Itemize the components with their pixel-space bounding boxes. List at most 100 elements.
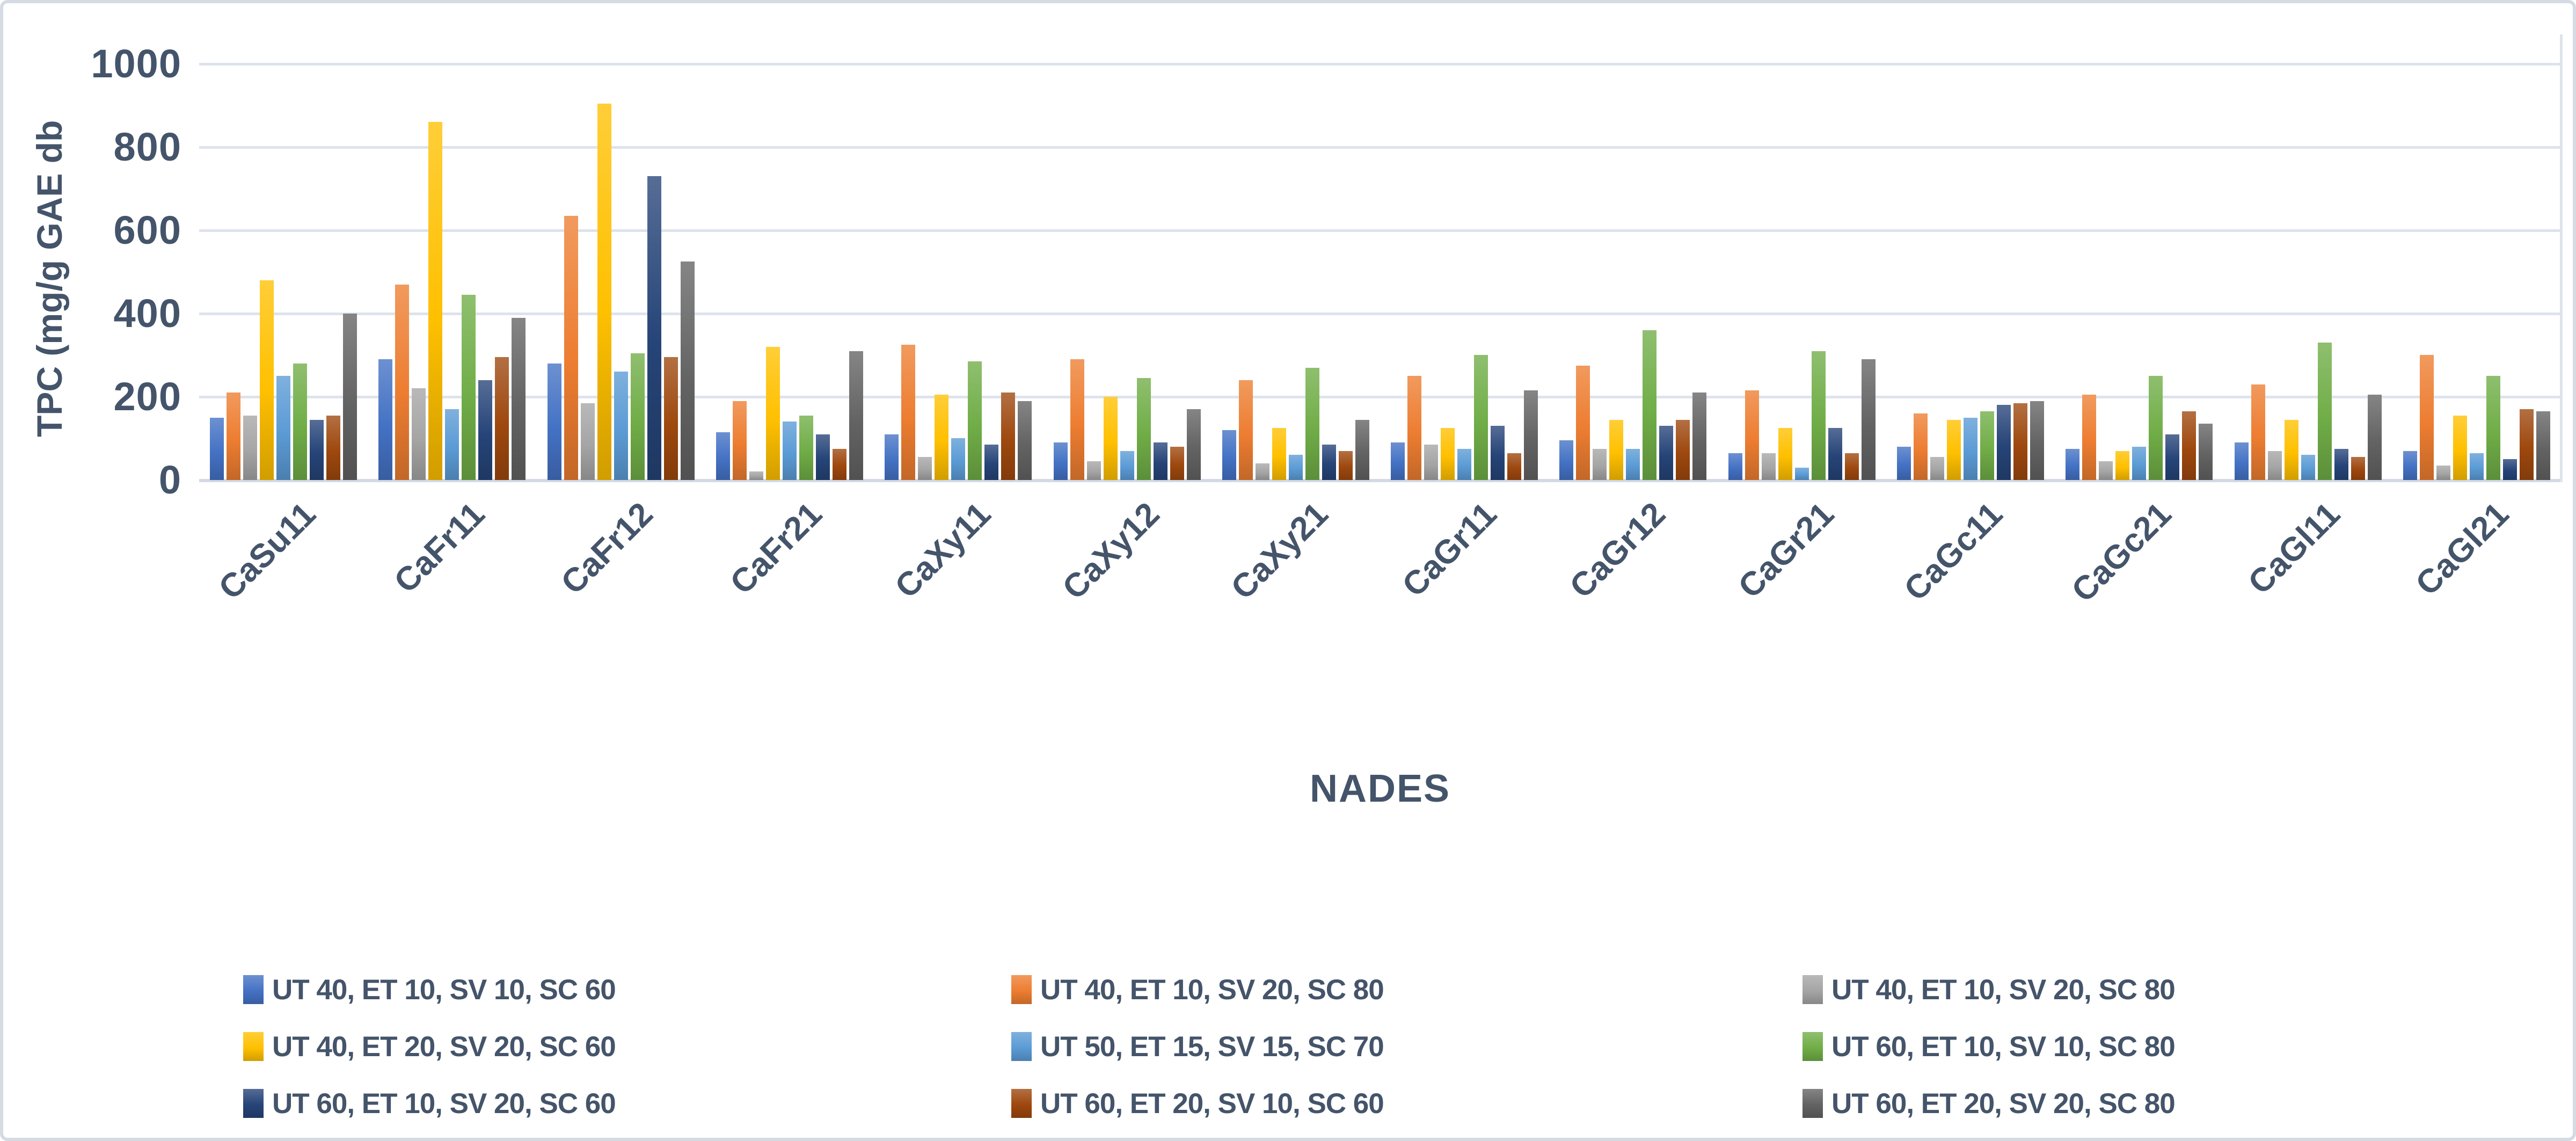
x-axis-label-text: CaFr21	[723, 495, 829, 602]
bar	[1947, 420, 1961, 480]
y-axis-tick-label: 800	[113, 125, 181, 169]
bar	[2536, 411, 2550, 480]
bar	[1745, 390, 1759, 480]
x-axis-label-text: CaXy12	[1055, 495, 1167, 607]
bar-cluster	[1559, 330, 1707, 480]
bar	[260, 280, 274, 480]
legend-item: UT 60, ET 10, SV 20, SC 60	[243, 1087, 616, 1120]
bar	[1491, 426, 1505, 480]
bar	[2469, 453, 2484, 480]
bar	[2351, 457, 2365, 480]
bar	[1053, 442, 1068, 480]
bar-cluster	[2066, 376, 2213, 480]
legend-swatch	[1011, 1089, 1032, 1118]
bar	[512, 318, 526, 480]
bar	[614, 372, 628, 480]
bar	[2367, 395, 2382, 480]
legend-item: UT 40, ET 10, SV 20, SC 80	[1011, 973, 1384, 1006]
bar-cluster	[1222, 368, 1369, 480]
legend-label: UT 60, ET 20, SV 20, SC 80	[1831, 1087, 2176, 1120]
bar	[478, 380, 493, 480]
bar	[849, 351, 863, 480]
legend-label: UT 60, ET 10, SV 10, SC 80	[1831, 1030, 2176, 1063]
bar	[378, 359, 393, 480]
bar	[2419, 355, 2434, 480]
bar	[276, 376, 291, 480]
bar-cluster	[1053, 359, 1201, 480]
bar	[1255, 463, 1269, 480]
bar	[2301, 455, 2315, 480]
bar	[1897, 447, 1911, 480]
x-axis-label-text: CaGc11	[1897, 495, 2010, 608]
bar	[395, 285, 410, 480]
bar	[663, 357, 678, 480]
legend-label: UT 40, ET 10, SV 10, SC 60	[272, 973, 616, 1006]
legend-swatch	[1803, 1032, 1823, 1061]
bar	[630, 353, 645, 480]
bar	[1980, 411, 1994, 480]
y-axis-tick-label: 400	[113, 291, 181, 336]
bar-cluster	[2234, 343, 2382, 480]
legend-label: UT 50, ET 15, SV 15, SC 70	[1040, 1030, 1384, 1063]
bar	[310, 420, 324, 480]
bar	[1272, 428, 1286, 480]
bar	[2099, 461, 2113, 480]
bar	[2082, 395, 2097, 480]
bar	[1186, 409, 1201, 480]
legend-swatch	[243, 1089, 264, 1118]
bar	[951, 438, 966, 480]
bar	[766, 347, 780, 480]
x-axis-label-text: CaFr11	[386, 495, 492, 600]
bar	[1391, 442, 1405, 480]
bar	[1828, 428, 1842, 480]
bar	[2453, 416, 2467, 480]
bar	[1626, 449, 1640, 480]
y-axis-tick-label: 200	[113, 374, 181, 419]
bar	[733, 401, 747, 480]
bar	[1457, 449, 1472, 480]
bar	[918, 457, 932, 480]
bar	[2234, 442, 2249, 480]
bar	[1305, 368, 1319, 480]
bar	[2115, 451, 2130, 480]
bar	[293, 364, 308, 480]
bar	[1778, 428, 1792, 480]
bar	[1001, 393, 1016, 480]
bar	[2502, 459, 2517, 480]
gridline	[199, 229, 2561, 232]
bar	[495, 357, 509, 480]
bar	[1170, 447, 1184, 480]
bar	[2436, 466, 2450, 480]
bar	[1103, 397, 1118, 480]
bar	[1692, 393, 1707, 480]
bar-cluster	[547, 104, 695, 480]
bar	[816, 434, 830, 480]
bar	[326, 416, 341, 480]
bar	[1153, 442, 1167, 480]
bar	[343, 314, 357, 480]
plot-area-right-border	[2560, 34, 2563, 482]
bar	[1930, 457, 1944, 480]
x-axis-label-text: CaGr21	[1731, 495, 1842, 606]
bar	[1355, 420, 1369, 480]
bar	[1018, 401, 1032, 480]
bar	[749, 471, 763, 480]
bar-cluster	[1728, 351, 1876, 480]
bar	[2519, 409, 2534, 480]
legend-item: UT 40, ET 10, SV 20, SC 80	[1803, 973, 2176, 1006]
x-axis-label-text: CaGr11	[1395, 495, 1504, 605]
x-axis-label-text: CaXy11	[887, 495, 998, 606]
x-axis-line	[199, 479, 2561, 482]
bar	[2066, 449, 2080, 480]
plot-area	[199, 63, 2561, 482]
y-axis-tick-label: 600	[113, 208, 181, 252]
bar	[716, 432, 730, 480]
legend-item: UT 40, ET 20, SV 20, SC 60	[243, 1030, 616, 1063]
bar	[1338, 451, 1353, 480]
bar-cluster	[1897, 401, 2044, 480]
bar	[901, 345, 916, 480]
bar	[462, 295, 476, 480]
bar	[412, 388, 426, 480]
bar	[2132, 447, 2147, 480]
bar-cluster	[885, 345, 1032, 480]
